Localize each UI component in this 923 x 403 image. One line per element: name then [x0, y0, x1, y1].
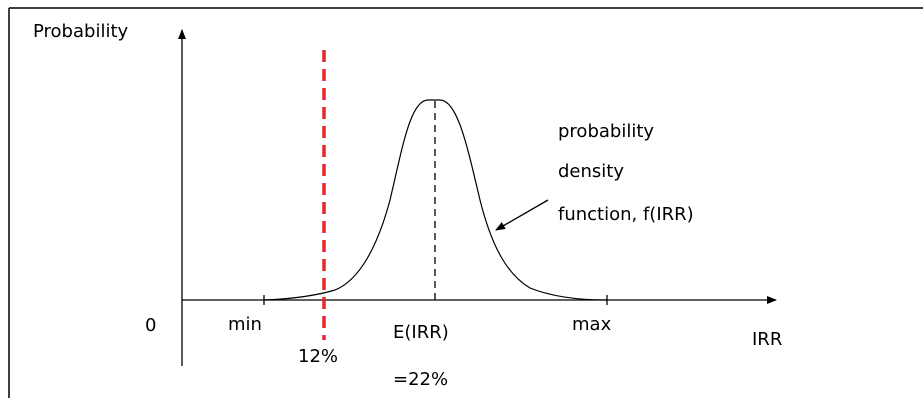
curve-pointer-arrow: [495, 199, 549, 231]
x-axis-label: IRR: [752, 329, 782, 350]
expected-value-amount: =22%: [393, 369, 448, 390]
max-label: max: [572, 314, 612, 335]
curve-label-line3: function, f(IRR): [558, 204, 694, 225]
origin-label: 0: [145, 315, 156, 336]
curve-label-line2: density: [558, 161, 624, 182]
min-label: min: [228, 314, 262, 335]
threshold-label: 12%: [298, 346, 338, 367]
curve-label-line1: probability: [558, 121, 654, 142]
y-axis-label: Probability: [33, 21, 128, 42]
density-curve: [263, 99, 608, 301]
expected-value-label: E(IRR): [393, 322, 449, 343]
